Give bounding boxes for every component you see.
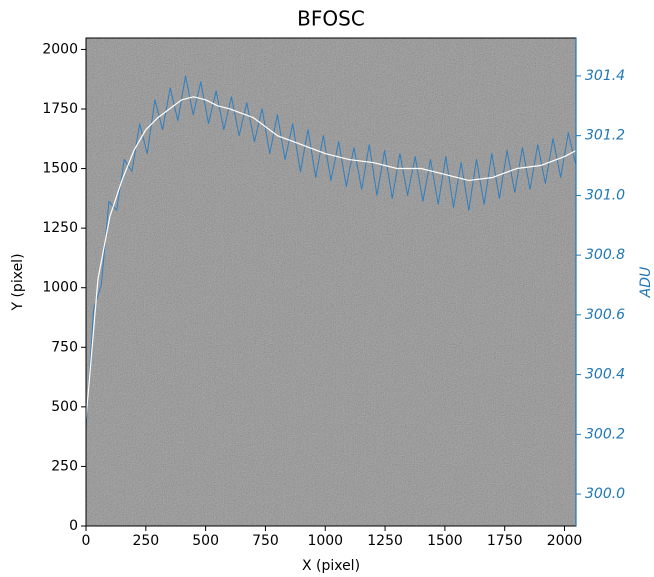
x-tick-label: 750 [252, 533, 279, 549]
x-tick-label: 0 [82, 533, 91, 549]
y2-tick-label: 301.2 [585, 128, 625, 144]
y2-tick-label: 301.4 [585, 68, 625, 84]
x-axis-label: X (pixel) [302, 558, 360, 574]
y-tick-label: 1750 [42, 101, 78, 117]
y-tick-label: 1000 [42, 280, 78, 296]
y-tick-label: 750 [51, 339, 78, 355]
y2-tick-label: 300.6 [585, 307, 625, 323]
y-tick-label: 250 [51, 458, 78, 474]
y2-tick-label: 300.4 [585, 367, 625, 383]
chart-title: BFOSC [297, 7, 365, 31]
data-line [86, 75, 576, 429]
y-tick-label: 1250 [42, 220, 78, 236]
y2-axis-label: ADU [638, 267, 654, 299]
image-noise [86, 38, 576, 526]
x-tick-label: 1250 [367, 533, 403, 549]
x-tick-label: 1000 [307, 533, 343, 549]
y-tick-label: 0 [69, 518, 78, 534]
y-axis-label: Y (pixel) [10, 253, 26, 311]
plot-area [86, 75, 576, 429]
y2-tick-label: 300.2 [585, 426, 625, 442]
y-tick-label: 2000 [42, 41, 78, 57]
y-tick-label: 1500 [42, 161, 78, 177]
x-tick-label: 1750 [487, 533, 523, 549]
x-tick-label: 2000 [547, 533, 583, 549]
x-tick-label: 250 [132, 533, 159, 549]
y2-tick-label: 300.0 [585, 486, 625, 502]
x-tick-label: 500 [192, 533, 219, 549]
y2-tick-label: 301.0 [585, 187, 625, 203]
x-tick-label: 1500 [427, 533, 463, 549]
y-tick-label: 500 [51, 399, 78, 415]
y2-tick-label: 300.8 [585, 247, 625, 263]
data-line [86, 96, 576, 420]
